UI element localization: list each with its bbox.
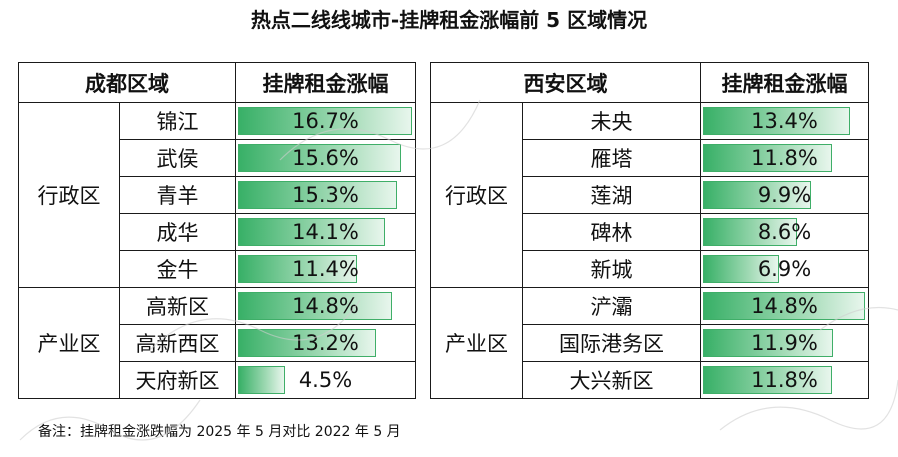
growth-bar [703,329,833,357]
category-cell: 行政区 [18,102,120,288]
page-title: 热点二线线城市-挂牌租金涨幅前 5 区域情况 [250,8,648,32]
district-name: 高新西区 [119,324,236,362]
growth-cell: 11.9% [700,324,869,362]
table-row: 金牛 11.4% [19,250,416,288]
growth-bar [703,107,850,135]
growth-cell: 14.8% [235,287,416,325]
growth-cell: 11.8% [700,139,869,177]
growth-value: 13.2% [292,331,359,355]
chengdu-table: 成都区域 挂牌租金涨幅 行政区 锦江 16.7% 武侯 15.6% 青羊 15.3% 成华 14.1… [18,62,416,399]
growth-cell: 6.9% [700,250,869,288]
district-name: 天府新区 [119,361,236,399]
growth-value: 9.9% [757,183,812,207]
district-name: 大兴新区 [522,361,701,399]
ranking-tables: 成都区域 挂牌租金涨幅 行政区 锦江 16.7% 武侯 15.6% 青羊 15.3% 成华 14.1… [18,62,869,407]
table-row: 行政区 锦江 16.7% [18,102,416,288]
growth-cell: 8.6% [700,213,869,251]
growth-value: 11.8% [751,146,818,170]
district-name: 雁塔 [522,139,701,177]
table-row: 产业区 浐灞 14.8% [430,287,869,399]
footnote: 备注：挂牌租金涨跌幅为 2025 年 5 月对比 2022 年 5 月 [38,424,401,440]
table-row: 青羊 15.3% [19,176,416,214]
growth-cell: 14.8% [700,287,869,325]
growth-value: 14.8% [751,294,818,318]
growth-cell: 13.4% [700,102,869,140]
growth-cell: 11.4% [235,250,416,288]
growth-bar [703,255,779,283]
growth-cell: 13.2% [235,324,416,362]
table-row: 天府新区 4.5% [19,361,416,399]
district-name: 金牛 [119,250,236,288]
growth-value: 4.5% [298,368,353,392]
table-row: 莲湖 9.9% [431,176,869,214]
growth-value: 16.7% [292,109,359,133]
growth-bar [238,181,397,209]
growth-cell: 11.8% [700,361,869,399]
table-header-row: 成都区域 挂牌租金涨幅 [18,62,416,103]
growth-value: 13.4% [751,109,818,133]
growth-cell: 15.3% [235,176,416,214]
table-header-row: 西安区域 挂牌租金涨幅 [430,62,869,103]
growth-header: 挂牌租金涨幅 [700,62,869,103]
table-row: 行政区 未央 13.4% [430,102,869,288]
growth-bar [238,218,385,246]
district-name: 浐灞 [522,287,701,325]
district-name: 锦江 [119,102,236,140]
region-header: 西安区域 [430,62,701,103]
growth-value: 15.6% [292,146,359,170]
growth-cell: 16.7% [235,102,416,140]
growth-bar [703,144,832,172]
category-cell: 产业区 [430,287,523,399]
district-name: 青羊 [119,176,236,214]
growth-value: 6.9% [757,257,812,281]
district-name: 莲湖 [522,176,701,214]
district-name: 高新区 [119,287,236,325]
growth-cell: 15.6% [235,139,416,177]
growth-value: 11.8% [751,368,818,392]
district-name: 成华 [119,213,236,251]
growth-cell: 4.5% [235,361,416,399]
growth-bar [703,218,797,246]
category-cell: 行政区 [430,102,523,288]
district-name: 武侯 [119,139,236,177]
growth-bar [703,181,811,209]
growth-bar [238,366,285,394]
table-row: 碑林 8.6% [431,213,869,251]
category-cell: 产业区 [18,287,120,399]
xian-table: 西安区域 挂牌租金涨幅 行政区 未央 13.4% 雁塔 11.8% 莲湖 9.9% 碑林 8.6% 新… [430,62,869,399]
growth-value: 14.1% [292,220,359,244]
district-name: 未央 [522,102,701,140]
growth-value: 8.6% [757,220,812,244]
growth-bar [238,255,357,283]
table-row: 新城 6.9% [431,250,869,288]
growth-value: 11.9% [751,331,818,355]
growth-cell: 14.1% [235,213,416,251]
growth-value: 11.4% [292,257,359,281]
region-header: 成都区域 [18,62,236,103]
table-row: 雁塔 11.8% [431,139,869,177]
growth-value: 14.8% [292,294,359,318]
growth-header: 挂牌租金涨幅 [235,62,416,103]
table-row: 产业区 高新区 14.8% [18,287,416,399]
growth-cell: 9.9% [700,176,869,214]
district-name: 碑林 [522,213,701,251]
district-name: 国际港务区 [522,324,701,362]
district-name: 新城 [522,250,701,288]
growth-value: 15.3% [292,183,359,207]
